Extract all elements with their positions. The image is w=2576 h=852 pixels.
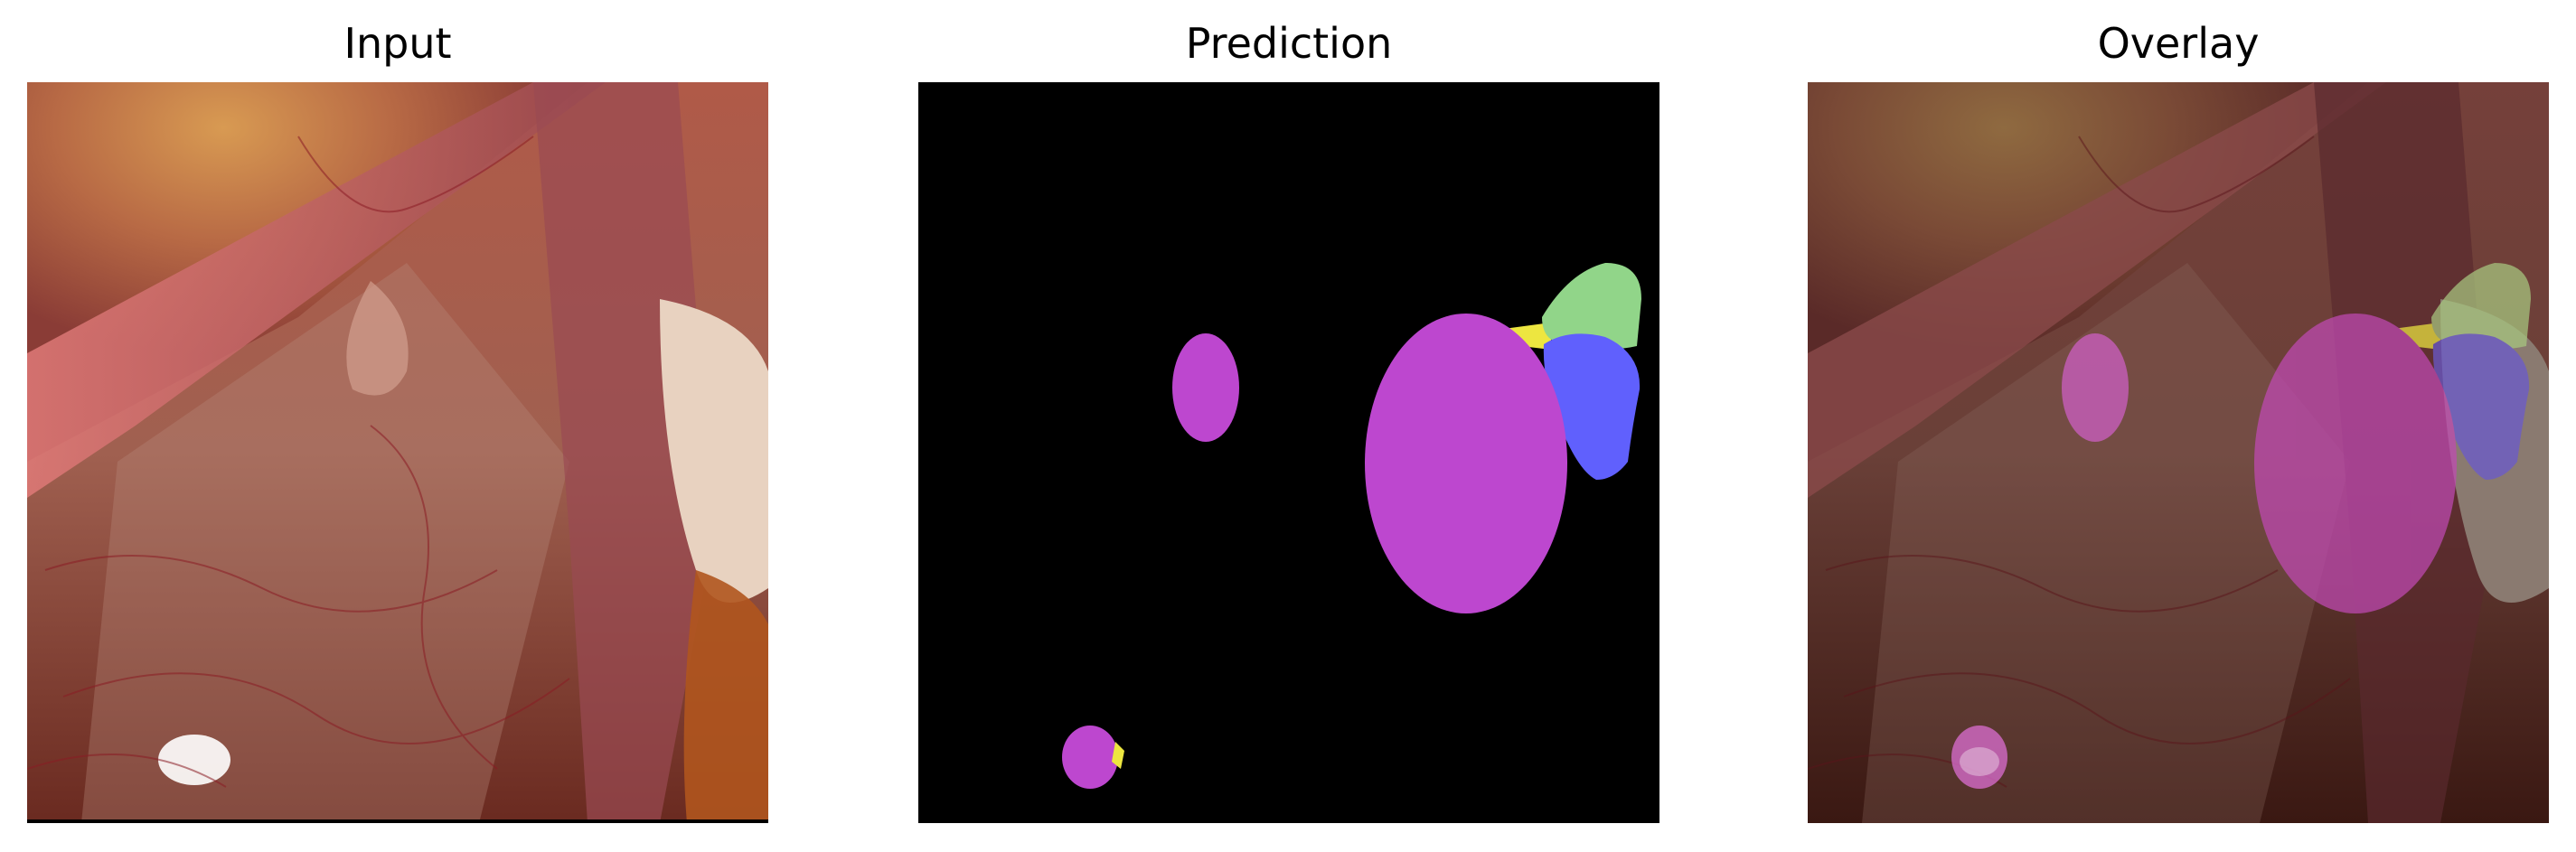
input-image <box>27 82 768 823</box>
input-panel-title: Input <box>343 19 452 68</box>
large-magenta-segment <box>1365 314 1567 613</box>
green-segment <box>1542 263 1641 350</box>
prediction-panel-title: Prediction <box>1185 19 1393 68</box>
blue-segment <box>1543 333 1641 480</box>
small-magenta-segment <box>1172 333 1239 442</box>
prediction-mask <box>918 82 1659 823</box>
overlay-image <box>1808 82 2549 823</box>
bottom-yellow-segment <box>1112 742 1124 769</box>
bottom-magenta-segment <box>1062 726 1118 789</box>
overlay-panel-title: Overlay <box>2097 19 2260 68</box>
